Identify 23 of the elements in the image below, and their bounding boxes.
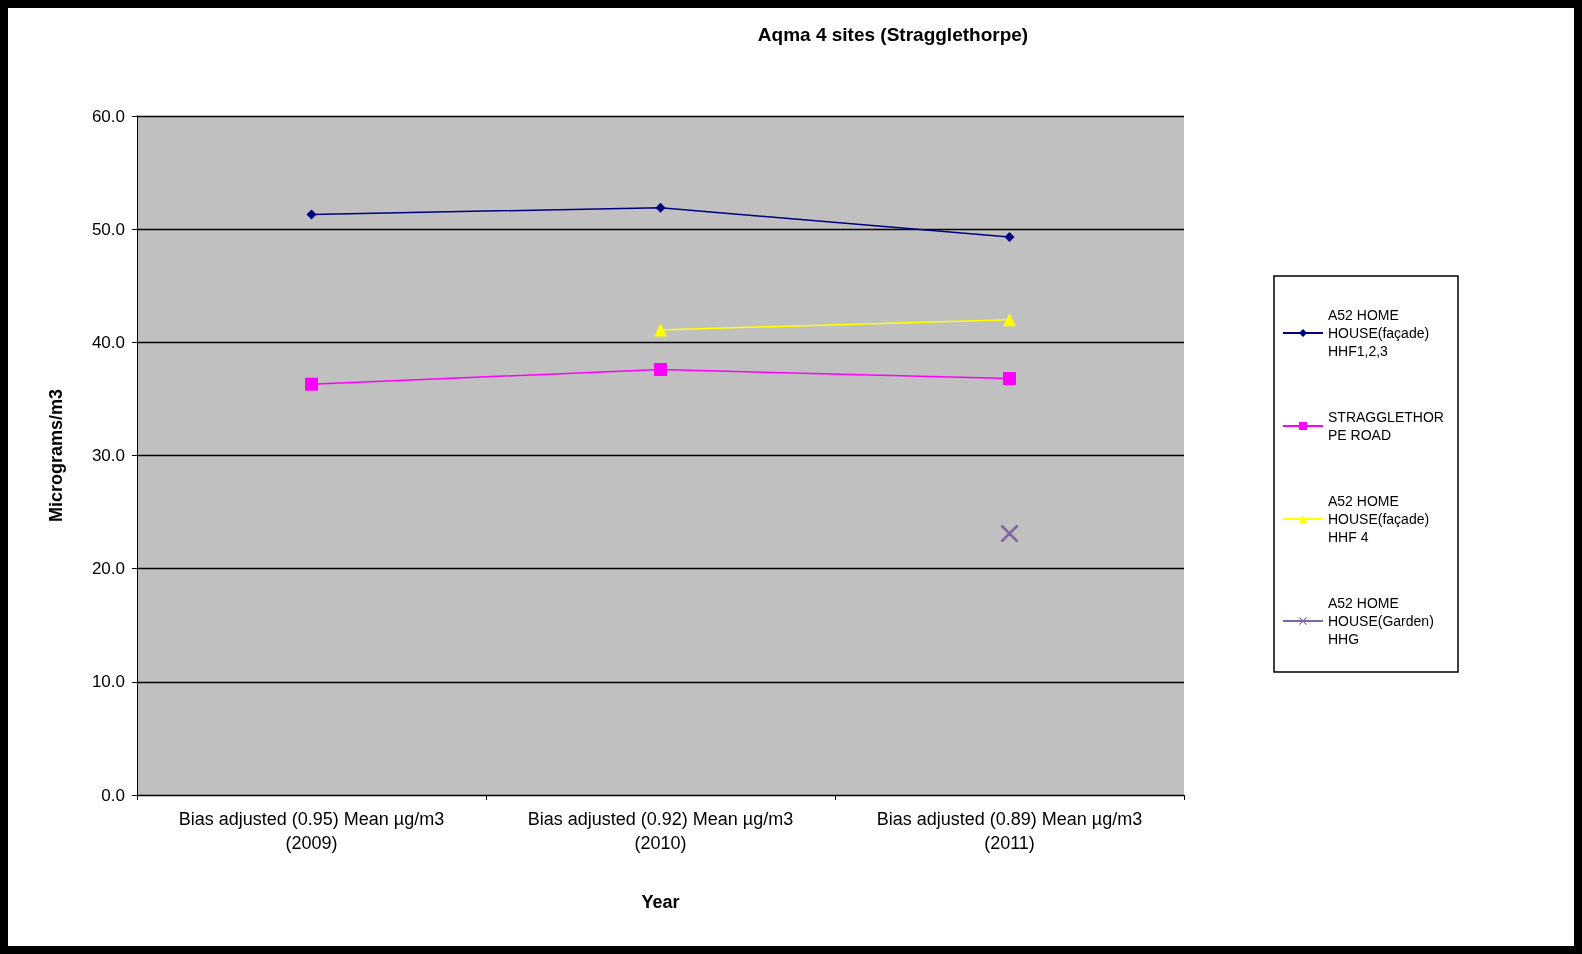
legend-label: A52 HOME HOUSE(façade) HHF1,2,3	[1328, 307, 1434, 359]
y-axis-title: Micrograms/m3	[46, 388, 66, 523]
point	[654, 362, 667, 376]
point	[1004, 232, 1015, 243]
legend-label: A52 HOME HOUSE(Garden) HHG	[1328, 595, 1438, 647]
y-tick-label: 10.0	[91, 672, 125, 692]
point	[655, 202, 666, 213]
legend-label: STRAGGLETHORPE ROAD	[1328, 409, 1444, 443]
x-tick-label: Bias adjusted (0.92) Mean µg/m3 (2010)	[527, 809, 794, 853]
x-tick-label: Bias adjusted (0.95) Mean µg/m3 (2009)	[178, 809, 445, 853]
y-tick-label: 60.0	[91, 106, 125, 126]
x-tick-label: Bias adjusted (0.89) Mean µg/m3 (2011)	[876, 809, 1143, 853]
point	[305, 377, 318, 391]
y-tick-label: 50.0	[91, 219, 125, 239]
legend-label: A52 HOME HOUSE(façade) HHF 4	[1328, 493, 1434, 545]
chart-title: Aqma 4 sites (Stragglethorpe)	[757, 24, 1029, 45]
point	[306, 209, 317, 220]
y-tick-label: 20.0	[91, 559, 125, 579]
y-tick-label: 40.0	[91, 332, 125, 352]
x-axis-title: Year	[641, 892, 680, 912]
y-tick-label: 30.0	[91, 446, 125, 465]
point	[1003, 372, 1016, 386]
y-tick-label: 0.0	[101, 785, 125, 805]
